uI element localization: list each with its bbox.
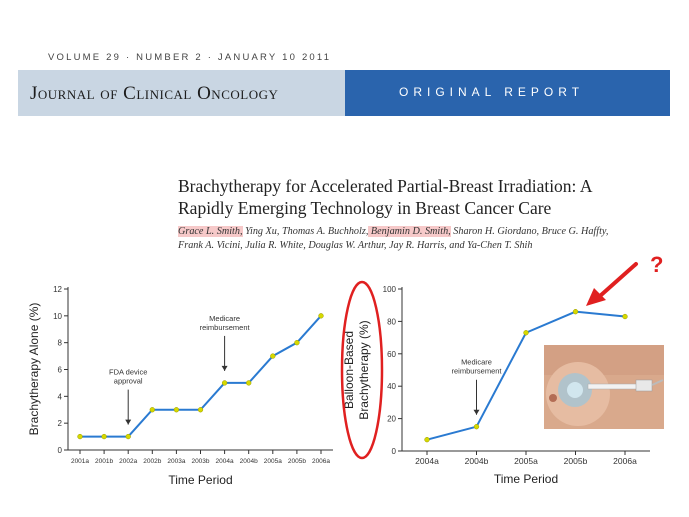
- chart-2-x-tick-label: 2006a: [613, 456, 637, 466]
- chart-1-data-point: [101, 433, 107, 440]
- red-pointer-arrow-head: [586, 288, 606, 306]
- author-highlighted-1: Grace L. Smith,: [178, 226, 243, 237]
- chart-1-y-tick-label: 10: [53, 312, 62, 321]
- chart-1-data-point: [173, 407, 180, 413]
- chart-1-x-tick-label: 2001a: [71, 458, 89, 465]
- chart-2-y-tick-label: 0: [392, 447, 397, 456]
- chart-1-y-tick-label: 8: [58, 339, 63, 348]
- chart-2-annotation-1-line-2: reimbursement: [451, 367, 502, 376]
- chart-2-y-tick-label: 60: [387, 350, 396, 359]
- chart-1-annotation-2-arrow-head: [221, 365, 228, 371]
- chart-1-annotation-1-line-2: approval: [114, 377, 143, 386]
- chart-1-y-axis-title: Brachytherapy Alone (%): [27, 303, 41, 436]
- chart-2-x-tick-label: 2005b: [564, 456, 588, 466]
- chart-2-x-tick-label: 2004b: [465, 456, 489, 466]
- author-list-segment-2: Ying Xu, Thomas A. Buchholz,: [242, 226, 369, 237]
- chart-1-y-tick-label: 12: [53, 285, 62, 294]
- article-title-line-1: Brachytherapy for Accelerated Partial-Br…: [178, 176, 593, 196]
- chart-1-x-tick-label: 2006a: [312, 458, 330, 465]
- chart-2-y-tick-label: 20: [387, 415, 396, 424]
- chart-1-x-tick-label: 2004a: [216, 458, 234, 465]
- author-list: Grace L. Smith, Ying Xu, Thomas A. Buchh…: [178, 225, 678, 253]
- chart-2-y-tick-label: 40: [387, 382, 396, 391]
- chart-1-x-tick-label: 2005b: [288, 458, 306, 465]
- chart-2-data-point: [622, 313, 628, 320]
- chart-1-data-point: [77, 433, 83, 440]
- inset-photo-catheter-icon: [587, 383, 641, 390]
- chart-1-x-tick-label: 2002b: [143, 458, 161, 465]
- chart-1-annotation-1-arrow-head: [125, 419, 132, 425]
- chart-1-data-point: [270, 353, 276, 359]
- report-type: ORIGINAL REPORT: [399, 85, 585, 99]
- issue-line: VOLUME 29 · NUMBER 2 · JANUARY 10 2011: [48, 52, 332, 63]
- article-title: Brachytherapy for Accelerated Partial-Br…: [178, 175, 658, 219]
- chart-2-data-point: [572, 309, 579, 315]
- chart-2-annotation-1-line-1: Medicare: [461, 358, 492, 367]
- chart-1-data-point: [197, 407, 204, 413]
- chart-1-y-tick-label: 2: [58, 419, 63, 428]
- chart-1-x-tick-label: 2002a: [119, 458, 137, 465]
- ylabel-emphasis-ellipse: [340, 280, 384, 460]
- inset-photo-catheter-tail: [651, 379, 664, 386]
- chart-2-x-tick-label: 2004a: [415, 456, 439, 466]
- chart-1-x-tick-label: 2005a: [264, 458, 282, 465]
- chart-1-data-point: [246, 380, 252, 386]
- chart-2-x-axis-title: Time Period: [494, 472, 558, 486]
- author-list-line-2: Frank A. Vicini, Julia R. White, Douglas…: [178, 240, 533, 251]
- inset-photo-balloon-core: [567, 382, 583, 398]
- journal-name-panel: Journal of Clinical Oncology: [18, 70, 345, 116]
- author-highlighted-2: Benjamin D. Smith,: [368, 226, 451, 237]
- chart-1-data-point: [221, 380, 228, 386]
- journal-banner: Journal of Clinical Oncology ORIGINAL RE…: [18, 70, 670, 116]
- chart-1-x-tick-label: 2001b: [95, 458, 113, 465]
- chart-1-y-tick-label: 0: [58, 446, 63, 455]
- chart-1-x-tick-label: 2004b: [240, 458, 258, 465]
- inset-photo-catheter-hub: [635, 379, 653, 392]
- chart-1-data-point: [318, 313, 324, 319]
- article-title-line-2: Rapidly Emerging Technology in Breast Ca…: [178, 198, 552, 218]
- chart-2-y-axis-title-line-2: Brachytherapy (%): [357, 320, 371, 419]
- chart-1-data-point: [294, 340, 300, 346]
- chart-1-y-tick-label: 6: [58, 366, 63, 375]
- chart-2-data-point: [523, 330, 529, 336]
- chart-1-data-point: [125, 433, 131, 440]
- chart-1-x-tick-label: 2003b: [191, 458, 209, 465]
- question-mark: ?: [650, 252, 663, 277]
- inset-photo-nipple: [549, 394, 557, 402]
- chart-2-y-tick-label: 80: [387, 317, 396, 326]
- red-pointer-arrow-shaft: [598, 262, 638, 298]
- chart-2-x-tick-label: 2005a: [514, 456, 538, 466]
- chart-1-y-tick-label: 4: [58, 392, 63, 401]
- chart-1-x-axis-title: Time Period: [168, 473, 232, 487]
- chart-2-y-axis-title-line-1: Balloon-Based: [342, 331, 356, 409]
- chart-2-y-tick-label: 100: [383, 285, 397, 294]
- chart-2-data-point: [473, 424, 480, 430]
- chart-1-data-point: [149, 407, 155, 413]
- report-type-panel: ORIGINAL REPORT: [345, 70, 670, 116]
- chart-2-annotation-1-arrow-head: [473, 409, 480, 415]
- journal-name: Journal of Clinical Oncology: [30, 83, 279, 104]
- chart-1-annotation-1-line-1: FDA device: [109, 368, 147, 377]
- chart-1-annotation-2-line-1: Medicare: [209, 314, 240, 323]
- chart-1-x-tick-label: 2003a: [167, 458, 185, 465]
- author-list-segment-4: Sharon H. Giordano, Bruce G. Haffty,: [450, 226, 609, 237]
- chart-1-annotation-2-line-2: reimbursement: [200, 323, 251, 332]
- chart-2-data-point: [424, 437, 430, 443]
